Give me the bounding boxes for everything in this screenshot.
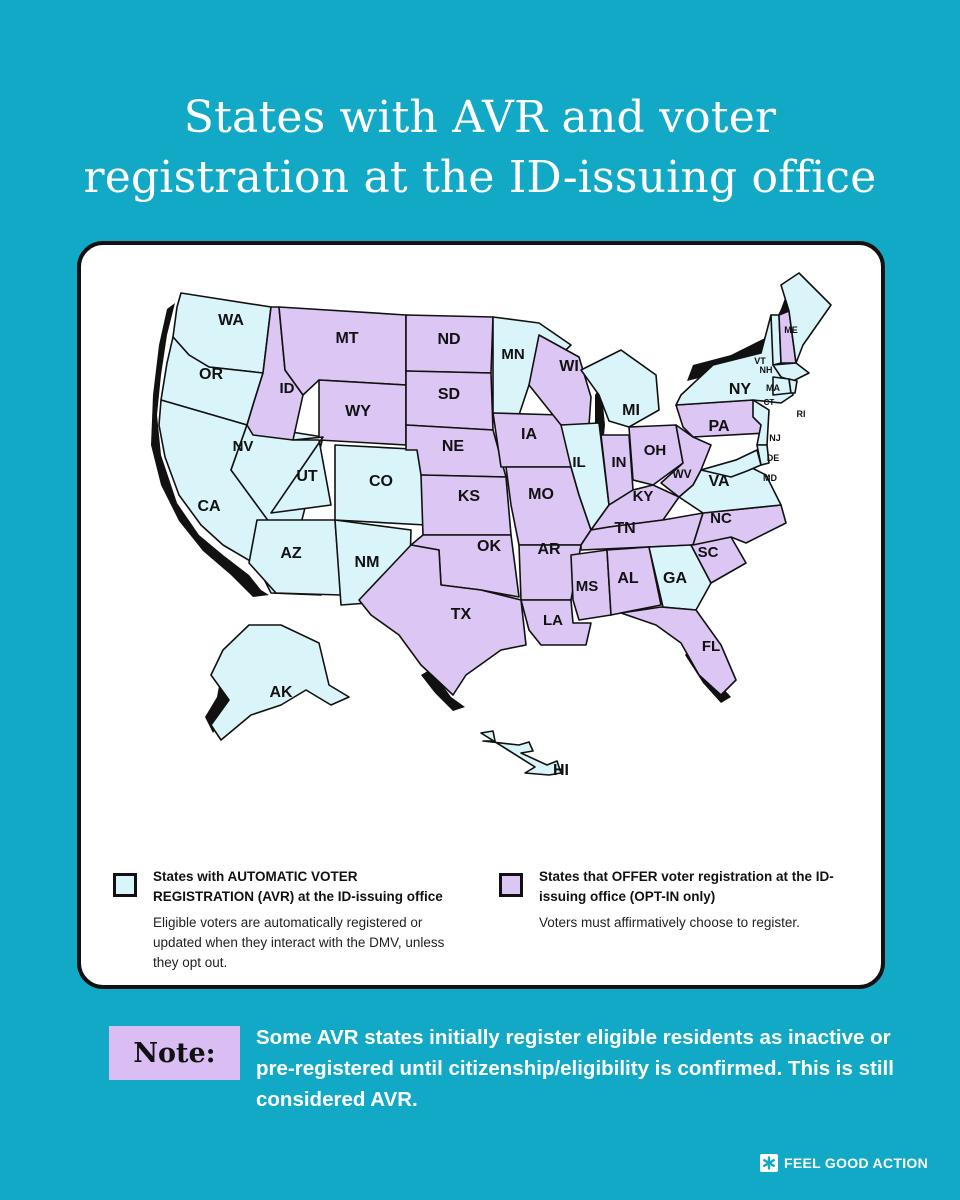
state-label-wi: WI [559, 358, 579, 375]
state-az [248, 519, 342, 596]
state-la [520, 599, 592, 646]
state-oh [628, 424, 684, 486]
state-label-ct: CT [764, 398, 775, 407]
state-ms [570, 549, 612, 621]
state-ri [788, 378, 798, 394]
state-label-ak: AK [269, 684, 293, 701]
state-label-sd: SD [438, 386, 460, 403]
brand-name: FEEL GOOD ACTION [783, 1155, 928, 1171]
state-label-vt: VT [754, 356, 766, 366]
state-hi [480, 730, 562, 776]
legend-opt-in: States that OFFER voter registration at … [499, 867, 839, 933]
note-text: Some AVR states initially register eligi… [256, 1026, 894, 1111]
state-tn [580, 512, 704, 551]
state-label-ny: NY [729, 381, 752, 398]
state-label-sc: SC [698, 544, 719, 561]
state-label-ut: UT [296, 468, 318, 485]
note-badge: Note: [109, 1026, 240, 1080]
state-label-ga: GA [663, 570, 687, 587]
state-label-la: LA [543, 612, 563, 629]
state-label-or: OR [199, 366, 223, 383]
state-label-al: AL [617, 570, 639, 587]
state-label-nc: NC [710, 510, 732, 527]
state-label-de: DE [767, 453, 780, 463]
state-label-nh: NH [760, 365, 773, 375]
state-label-ks: KS [458, 488, 481, 505]
legend-avr-swatch [113, 873, 137, 897]
state-ga [648, 544, 712, 611]
state-label-ms: MS [576, 578, 599, 595]
state-label-nm: NM [355, 554, 380, 571]
state-label-mo: MO [528, 486, 554, 503]
state-label-wa: WA [218, 312, 244, 329]
asterisk-logo-icon [759, 1154, 778, 1172]
map-card: WA OR CA NV ID MT WY UT CO AZ NM ND SD NE KS OK TX MN IA MO… [77, 241, 885, 989]
legend-opt-in-title: States that OFFER voter registration at … [539, 869, 834, 904]
state-label-mn: MN [501, 346, 524, 363]
title-line-1: States with AVR and voter [183, 92, 777, 143]
legend-opt-in-swatch [499, 873, 523, 897]
state-label-nj: NJ [769, 433, 781, 443]
state-label-md: MD [763, 473, 777, 483]
state-label-nd: ND [437, 331, 460, 348]
title-line-2: registration at the ID-issuing office [83, 152, 877, 203]
state-label-oh: OH [644, 442, 667, 459]
state-label-ca: CA [197, 498, 221, 515]
state-label-ar: AR [537, 541, 561, 558]
us-map: WA OR CA NV ID MT WY UT CO AZ NM ND SD NE KS OK TX MN IA MO… [151, 272, 832, 779]
coastline-shadow-5 [421, 669, 465, 711]
state-ks [420, 474, 512, 536]
state-label-va: VA [708, 473, 729, 490]
state-label-in: IN [612, 454, 627, 471]
state-ma [772, 362, 810, 382]
legend-avr: States with AUTOMATIC VOTER REGISTRATION… [113, 867, 453, 973]
state-label-nv: NV [233, 438, 254, 455]
state-label-wv: WV [672, 467, 691, 481]
state-label-mi: MI [622, 402, 640, 419]
state-label-mt: MT [335, 330, 358, 347]
state-label-ma: MA [766, 383, 780, 393]
state-label-fl: FL [702, 638, 720, 655]
state-wi [528, 334, 592, 426]
legend-opt-in-description: Voters must affirmatively choose to regi… [539, 915, 800, 930]
state-mi [580, 349, 660, 428]
state-al [606, 546, 662, 616]
state-label-tx: TX [451, 606, 472, 623]
state-ut [270, 436, 332, 514]
state-label-ia: IA [521, 426, 537, 443]
brand-logo: FEEL GOOD ACTION [759, 1152, 928, 1174]
coastline-shadow-1 [151, 303, 269, 597]
state-label-ne: NE [442, 438, 465, 455]
state-label-me: ME [784, 325, 798, 335]
state-label-id: ID [280, 380, 295, 397]
legend-avr-title: States with AUTOMATIC VOTER REGISTRATION… [153, 869, 443, 904]
state-label-wy: WY [345, 403, 371, 420]
state-label-co: CO [369, 473, 393, 490]
state-label-tn: TN [614, 520, 635, 537]
state-label-ky: KY [633, 488, 654, 505]
state-label-pa: PA [708, 418, 729, 435]
state-tx [358, 544, 527, 696]
state-fl [620, 606, 737, 696]
state-label-hi: HI [553, 762, 569, 779]
state-wv [660, 424, 712, 498]
state-ak [210, 624, 350, 741]
state-md [700, 449, 762, 478]
state-label-il: IL [572, 454, 585, 471]
state-label-az: AZ [280, 545, 302, 562]
state-label-ri: RI [797, 409, 806, 419]
legend-avr-description: Eligible voters are automatically regist… [153, 915, 445, 970]
state-label-ok: OK [477, 538, 501, 555]
page-title: States with AVR and voter registration a… [0, 88, 960, 208]
